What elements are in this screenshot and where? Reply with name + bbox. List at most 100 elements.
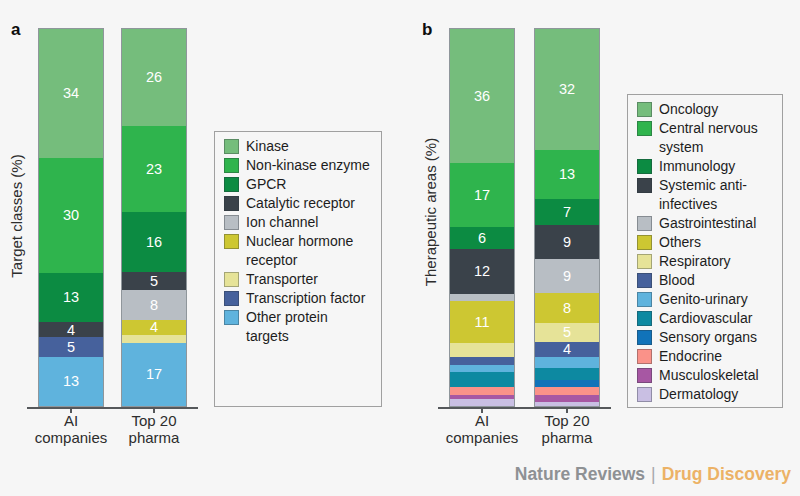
segment-value-label: 12 xyxy=(474,264,490,279)
legend-swatch-icon xyxy=(637,311,652,326)
segment-value-label: 30 xyxy=(63,208,79,223)
bar-segment xyxy=(450,372,514,387)
legend-label: Endocrine xyxy=(659,347,722,366)
legend-item: Transcription factor xyxy=(224,289,373,308)
panel-letter-a: a xyxy=(11,20,20,40)
legend-label: Sensory organs xyxy=(659,328,757,347)
segment-value-label: 17 xyxy=(474,188,490,203)
legend-label: Cardiovascular xyxy=(659,309,752,328)
segment-value-label: 13 xyxy=(63,290,79,305)
bar-segment: 16 xyxy=(122,212,186,272)
legend-label: Catalytic receptor xyxy=(246,194,355,213)
segment-value-label: 4 xyxy=(563,342,571,357)
legend-item: Central nervous system xyxy=(637,119,774,157)
segment-value-label: 32 xyxy=(559,82,575,97)
legend-item: Oncology xyxy=(637,100,774,119)
legend-label: Nuclear hormone receptor xyxy=(246,232,373,270)
bar-segment: 23 xyxy=(122,126,186,212)
legend-item: Systemic anti-infectives xyxy=(637,176,774,214)
legend-swatch-icon xyxy=(637,121,652,136)
bar-segment: 8 xyxy=(122,290,186,320)
legend-item: Respiratory xyxy=(637,252,774,271)
y-axis-label-therapeutic-areas: Therapeutic areas (%) xyxy=(422,127,440,297)
segment-value-label: 11 xyxy=(474,315,489,330)
legend-swatch-icon xyxy=(224,291,239,306)
legend-target-classes: KinaseNon-kinase enzymeGPCRCatalytic rec… xyxy=(214,131,382,407)
bar-segment: 13 xyxy=(535,150,599,199)
legend-item: Sensory organs xyxy=(637,328,774,347)
bar-segment: 36 xyxy=(450,29,514,163)
legend-label: Blood xyxy=(659,271,695,290)
legend-swatch-icon xyxy=(637,102,652,117)
legend-label: Kinase xyxy=(246,137,289,156)
y-axis-label-target-classes: Target classes (%) xyxy=(8,146,26,286)
stacked-bar-ai-companies: 36 17 6 12 11 xyxy=(449,28,515,407)
bar-segment: 13 xyxy=(39,357,103,407)
category-label-line: Top 20 xyxy=(94,412,214,429)
legend-item: Non-kinase enzyme xyxy=(224,156,373,175)
legend-swatch-icon xyxy=(224,139,239,154)
figure-canvas: a Target classes (%) 3430134513 26231658… xyxy=(0,0,800,496)
journal-title: Drug Discovery xyxy=(662,464,791,484)
legend-swatch-icon xyxy=(637,349,652,364)
legend-label: Genito-urinary xyxy=(659,290,748,309)
bar-segment xyxy=(450,357,514,364)
bar-segment xyxy=(535,395,599,403)
legend-swatch-icon xyxy=(637,254,652,269)
legend-item: Ion channel xyxy=(224,213,373,232)
category-label-line: pharma xyxy=(94,429,214,446)
bar-segment: 5 xyxy=(122,272,186,291)
bar-segment: 5 xyxy=(39,337,103,356)
bar-segment: 30 xyxy=(39,158,103,272)
legend-swatch-icon xyxy=(224,177,239,192)
category-label-line: Top 20 xyxy=(507,412,627,429)
legend-item: Transporter xyxy=(224,270,373,289)
segment-value-label: 8 xyxy=(563,301,571,316)
bar-segment: 13 xyxy=(39,273,103,323)
legend-swatch-icon xyxy=(224,310,239,325)
legend-label: Gastrointestinal xyxy=(659,214,756,233)
legend-label: Oncology xyxy=(659,100,718,119)
legend-swatch-icon xyxy=(637,216,652,231)
legend-item: Kinase xyxy=(224,137,373,156)
stacked-bar-top20-pharma: 26231658417 xyxy=(121,28,187,407)
panel-letter-b: b xyxy=(422,20,432,40)
segment-value-label: 26 xyxy=(146,70,162,85)
legend-label: Musculoskeletal xyxy=(659,366,759,385)
legend-item: Musculoskeletal xyxy=(637,366,774,385)
segment-value-label: 5 xyxy=(67,340,75,355)
bar-segment xyxy=(535,368,599,379)
legend-swatch-icon xyxy=(637,330,652,345)
segment-value-label: 9 xyxy=(563,269,571,284)
legend-swatch-icon xyxy=(637,235,652,250)
legend-swatch-icon xyxy=(637,292,652,307)
legend-swatch-icon xyxy=(224,196,239,211)
bar-segment: 17 xyxy=(450,163,514,226)
segment-value-label: 36 xyxy=(474,89,490,104)
x-axis-line xyxy=(438,407,611,409)
legend-label: Central nervous system xyxy=(659,119,774,157)
bar-segment: 12 xyxy=(450,249,514,294)
segment-value-label: 6 xyxy=(478,231,486,246)
bar-segment xyxy=(122,335,186,342)
legend-label: Transcription factor xyxy=(246,289,365,308)
legend-label: GPCR xyxy=(246,175,286,194)
legend-label: Non-kinase enzyme xyxy=(246,156,370,175)
bar-segment xyxy=(535,380,599,388)
legend-item: Endocrine xyxy=(637,347,774,366)
bar-segment: 8 xyxy=(535,293,599,323)
legend-label: Respiratory xyxy=(659,252,731,271)
stacked-bar-top20-pharma: 3213799854 xyxy=(534,28,600,407)
legend-swatch-icon xyxy=(637,273,652,288)
segment-value-label: 13 xyxy=(559,167,575,182)
legend-item: Genito-urinary xyxy=(637,290,774,309)
bar-segment xyxy=(450,343,514,358)
legend-swatch-icon xyxy=(637,387,652,402)
legend-item: Blood xyxy=(637,271,774,290)
legend-item: GPCR xyxy=(224,175,373,194)
segment-value-label: 8 xyxy=(150,298,158,313)
segment-value-label: 23 xyxy=(146,162,162,177)
bar-segment xyxy=(535,402,599,406)
legend-label: Other protein targets xyxy=(246,308,373,346)
bar-segment: 34 xyxy=(39,29,103,158)
